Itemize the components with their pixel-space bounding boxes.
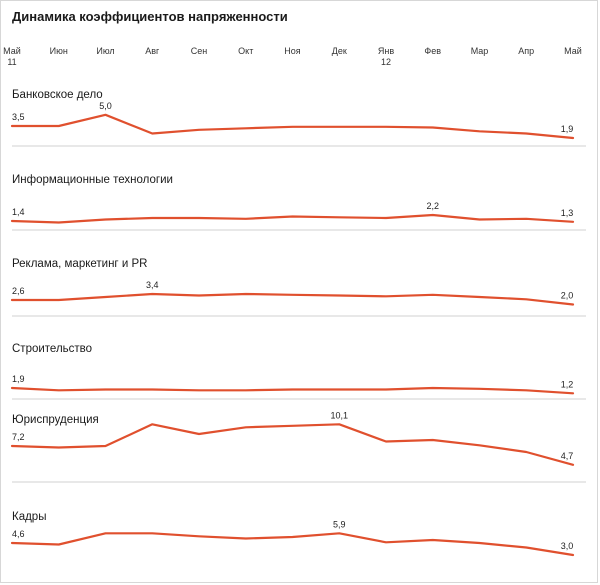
series-line (10, 113, 575, 140)
panels: Банковское дело 3,5 5,0 1,9 Информационные т… (10, 89, 586, 557)
month-label: Май (564, 46, 582, 56)
year-label: 11 (7, 57, 16, 67)
series-line (10, 423, 575, 466)
value-label: 10,1 (331, 410, 349, 420)
value-label: 3,0 (561, 541, 574, 551)
value-label: 2,2 (427, 201, 440, 211)
chart-title: Динамика коэффициентов напряженности (12, 9, 288, 24)
panel-title: Информационные технологии (12, 174, 173, 186)
panel: Кадры 4,6 5,9 3,0 (10, 511, 575, 557)
month-label: Ноя (284, 46, 301, 56)
panel: Банковское дело 3,5 5,0 1,9 (10, 89, 586, 147)
series-line (10, 386, 575, 395)
series-line (10, 532, 575, 557)
month-label: Дек (332, 46, 347, 56)
month-label: Сен (191, 46, 208, 56)
month-label: Апр (518, 46, 534, 56)
month-label: Фев (424, 46, 441, 56)
month-label: Мар (471, 46, 489, 56)
month-label: Окт (238, 46, 253, 56)
panel-title: Юриспруденция (12, 414, 99, 426)
panel: Юриспруденция 7,2 10,1 4,7 (10, 410, 586, 483)
month-label: Авг (145, 46, 160, 56)
series-line (10, 292, 575, 306)
month-label: Июл (96, 46, 114, 56)
month-label: Янв (378, 46, 394, 56)
value-label: 4,7 (561, 451, 574, 461)
panel: Реклама, маркетинг и PR 2,6 3,4 2,0 (10, 258, 586, 317)
value-label: 1,3 (561, 208, 574, 218)
series-line (10, 213, 575, 224)
value-label: 1,9 (12, 374, 25, 384)
value-label: 3,5 (12, 112, 25, 122)
panel: Строительство 1,9 1,2 (10, 343, 586, 400)
year-label: 12 (381, 57, 391, 67)
panel-title: Строительство (12, 343, 92, 355)
value-label: 5,0 (99, 101, 112, 111)
value-label: 1,9 (561, 124, 574, 134)
value-label: 3,4 (146, 280, 159, 290)
panel-title: Кадры (12, 511, 46, 523)
value-label: 5,9 (333, 519, 346, 529)
value-label: 2,0 (561, 291, 574, 301)
month-label: Май (3, 46, 21, 56)
value-label: 7,2 (12, 432, 25, 442)
panel-title: Реклама, маркетинг и PR (12, 258, 147, 270)
value-label: 1,4 (12, 207, 25, 217)
panel-title: Банковское дело (12, 89, 103, 101)
panel: Информационные технологии 1,4 2,2 1,3 (10, 174, 586, 231)
value-label: 2,6 (12, 286, 25, 296)
month-label: Июн (50, 46, 68, 56)
value-label: 1,2 (561, 379, 574, 389)
value-label: 4,6 (12, 529, 25, 539)
